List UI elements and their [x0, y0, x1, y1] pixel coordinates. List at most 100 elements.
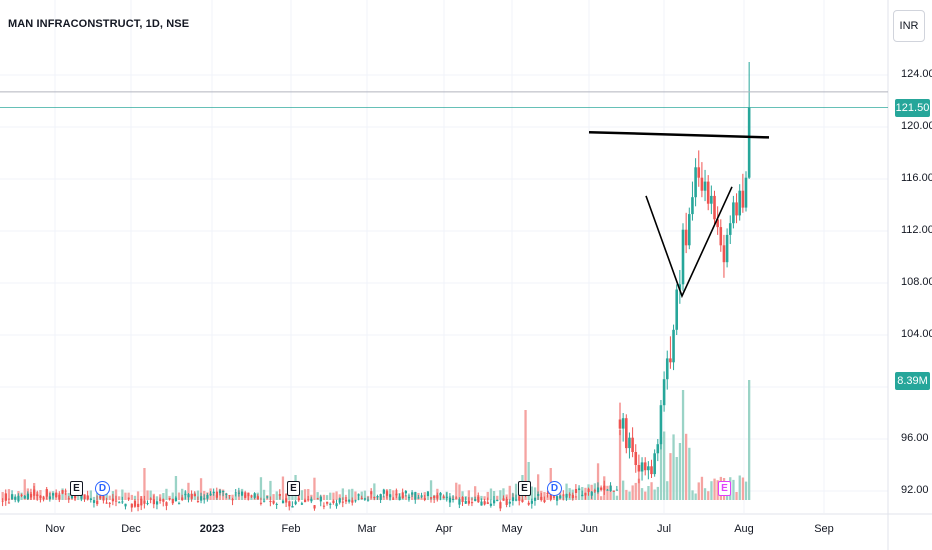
volume-bar: [303, 489, 307, 500]
candle-body: [571, 494, 574, 499]
candle-body: [259, 502, 263, 504]
candle-body: [518, 496, 521, 501]
candle-body: [725, 234, 729, 263]
candle-body: [521, 499, 524, 502]
candle-body: [89, 498, 92, 500]
candle-body: [111, 498, 115, 502]
candle-body: [17, 495, 20, 502]
candle-body: [237, 492, 241, 494]
volume-bar: [363, 490, 367, 500]
candle-body: [269, 501, 272, 503]
candle-body: [363, 498, 367, 500]
candle-body: [556, 496, 559, 501]
volume-bar: [23, 479, 26, 500]
candle-body: [464, 500, 467, 504]
candle-body: [647, 466, 650, 471]
time-tick: May: [501, 523, 523, 535]
volume-bar: [666, 481, 669, 500]
candle-body: [414, 491, 417, 500]
volume-bar: [675, 457, 678, 500]
candle-body: [140, 498, 143, 506]
candle-body: [703, 181, 707, 191]
candle-body: [338, 498, 341, 503]
candle-body: [697, 167, 701, 178]
dividend-event-icon[interactable]: D: [547, 481, 562, 496]
candle-body: [20, 494, 23, 496]
volume-bar: [181, 488, 184, 500]
price-tick: 108.00: [901, 276, 932, 288]
candle-body: [540, 496, 543, 501]
candle-body: [234, 492, 237, 494]
candle-body: [241, 491, 244, 496]
candle-body: [600, 487, 603, 490]
earnings-event-icon[interactable]: E: [70, 481, 83, 496]
candle-body: [735, 202, 738, 216]
candle-body: [209, 493, 212, 496]
candle-body: [11, 494, 14, 500]
volume-bar: [499, 490, 502, 500]
volume-bar: [741, 477, 745, 500]
candle-body: [546, 492, 549, 495]
candle-body: [452, 498, 455, 500]
dividend-event-icon[interactable]: D: [95, 481, 110, 496]
candle-body: [313, 505, 316, 509]
candle-body: [470, 502, 474, 504]
candle-body: [433, 495, 436, 499]
candle-body: [502, 498, 505, 501]
candle-body: [423, 498, 426, 500]
earnings-event-icon[interactable]: E: [518, 481, 531, 496]
candle-body: [124, 503, 127, 507]
volume-bar: [634, 482, 637, 500]
volume-badge: 8.39M: [895, 372, 930, 390]
candle-body: [404, 490, 407, 494]
candle-body: [155, 501, 159, 505]
volume-bar: [703, 488, 707, 500]
candle-body: [266, 496, 269, 498]
candle-body: [1, 500, 4, 502]
volume-bar: [480, 495, 483, 500]
candle-body: [420, 495, 423, 497]
candle-body: [86, 495, 89, 500]
candle-body: [430, 497, 433, 499]
volume-bar: [316, 492, 319, 500]
time-tick: Apr: [435, 523, 453, 535]
candle-body: [684, 229, 688, 246]
candle-body: [612, 490, 615, 492]
volume-bar: [653, 489, 656, 500]
candle-body: [640, 462, 644, 472]
volume-bar: [663, 431, 666, 500]
candle-body: [146, 503, 149, 505]
volume-bar: [61, 488, 64, 500]
volume-bar: [177, 492, 181, 500]
earnings-event-icon[interactable]: E: [287, 481, 300, 496]
candle-body: [193, 493, 196, 497]
candle-body: [385, 491, 389, 496]
volume-bar: [574, 496, 578, 500]
volume-bar: [196, 490, 200, 500]
candle-body: [562, 494, 565, 496]
candle-body: [659, 405, 663, 445]
volume-bar: [259, 477, 263, 500]
earnings-event-future-icon[interactable]: E: [718, 481, 731, 496]
time-tick: Nov: [45, 523, 65, 535]
volume-bar: [458, 484, 461, 500]
candle-body: [171, 498, 174, 504]
volume-bar: [615, 495, 619, 500]
volume-bar: [577, 487, 581, 500]
symbol-title[interactable]: MAN INFRACONSTRUCT, 1D, NSE: [8, 18, 190, 30]
volume-bar: [609, 485, 612, 500]
currency-button[interactable]: INR: [893, 10, 925, 42]
candle-body: [568, 494, 571, 496]
volume-bar: [212, 493, 215, 500]
candle-body: [688, 214, 691, 246]
volume-bar: [455, 482, 458, 500]
volume-bar: [713, 478, 716, 500]
volume-bar: [461, 491, 464, 500]
candle-body: [181, 497, 184, 501]
candle-body: [322, 505, 326, 507]
candle-body: [64, 490, 67, 492]
volume-bar: [659, 436, 663, 500]
time-tick: 2023: [199, 523, 225, 535]
